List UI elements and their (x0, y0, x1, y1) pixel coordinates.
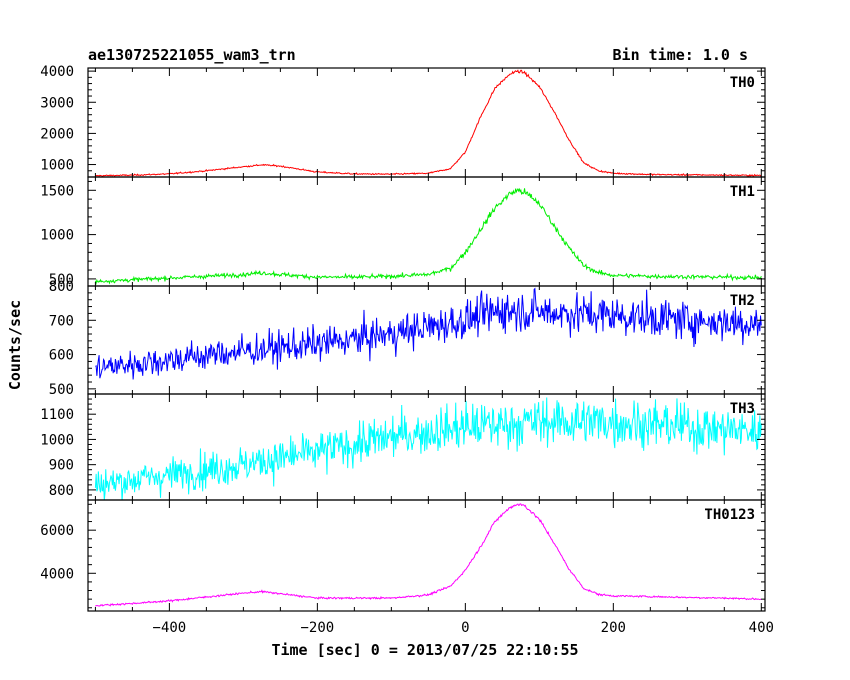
panel-frame (87, 67, 766, 178)
panel-th3: 800 900 1000 1100 TH3 (40, 393, 766, 501)
y-tick-label: 1000 (40, 158, 74, 174)
y-tick-label: 2000 (40, 126, 74, 142)
y-tick-label: 4000 (40, 566, 74, 582)
x-tick-label: 0 (461, 620, 469, 636)
panel-th0: 1000 2000 3000 4000 TH0 (40, 64, 766, 178)
y-tick-label: 1100 (40, 407, 74, 423)
y-tick-label: 1000 (40, 432, 74, 448)
y-tick-label: 1000 (40, 228, 74, 244)
y-tick-label: 500 (49, 272, 74, 288)
series-line-th0 (95, 69, 762, 177)
y-tick-label: 3000 (40, 95, 74, 111)
series-line-th0123 (95, 503, 762, 607)
panel-frame (87, 499, 766, 612)
panel-frame (87, 176, 766, 287)
y-tick-label: 4000 (40, 64, 74, 80)
panel-name-label: TH3 (730, 401, 755, 417)
panel-th2: 500 600 700 800 TH2 (49, 279, 766, 398)
panel-name-label: TH0 (730, 75, 755, 91)
x-axis-label: Time [sec] 0 = 2013/07/25 22:10:55 (271, 641, 578, 659)
series-line-th2 (95, 287, 762, 380)
x-tick-label: 400 (749, 620, 774, 636)
panel-th0123: 4000 6000 TH0123 (40, 499, 766, 612)
y-tick-label: 6000 (40, 523, 74, 539)
series-line-th1 (94, 187, 762, 285)
y-tick-label: 900 (49, 458, 74, 474)
x-tick-label: −200 (301, 620, 335, 636)
y-tick-label: 500 (49, 382, 74, 398)
bin-time-label: Bin time: 1.0 s (613, 46, 748, 64)
chart-title: ae130725221055_wam3_trn (88, 46, 296, 64)
panel-name-label: TH1 (730, 184, 755, 200)
y-axis-label: Counts/sec (6, 300, 24, 390)
series-line-th3 (94, 397, 762, 500)
panel-name-label: TH0123 (704, 507, 755, 523)
y-tick-label: 1500 (40, 183, 74, 199)
panel-th1: 500 1000 1500 TH1 (40, 176, 766, 288)
y-tick-label: 700 (49, 313, 74, 329)
y-tick-label: 800 (49, 483, 74, 499)
panel-name-label: TH2 (730, 293, 755, 309)
panel-frame (87, 285, 766, 395)
y-tick-label: 800 (49, 279, 74, 295)
y-tick-label: 600 (49, 348, 74, 364)
x-tick-label: 200 (601, 620, 626, 636)
x-tick-label: −400 (153, 620, 187, 636)
